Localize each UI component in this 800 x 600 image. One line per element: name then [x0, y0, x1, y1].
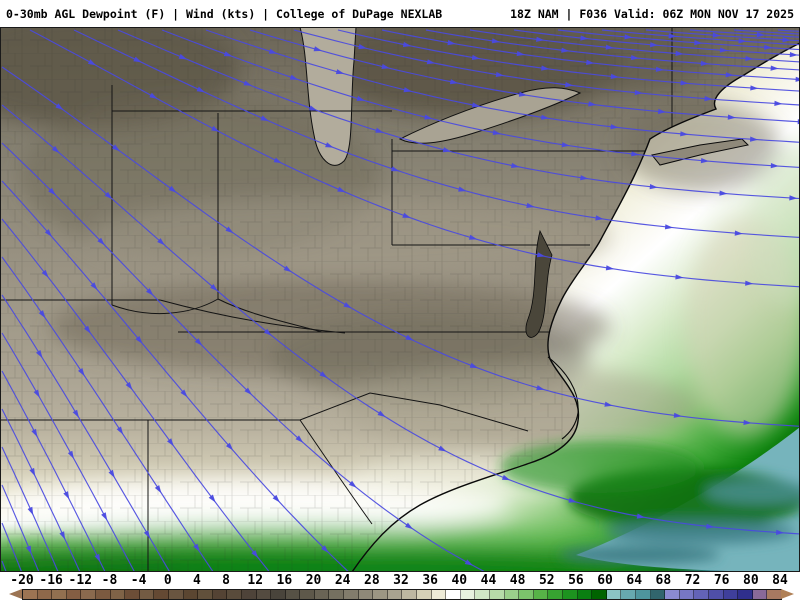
- colorbar-cell: [708, 590, 724, 599]
- map-canvas: [0, 27, 800, 572]
- tick-label: -12: [68, 573, 93, 588]
- tick-label: 60: [597, 573, 613, 588]
- model-run-info: 18Z NAM | F036 Valid: 06Z MON NOV 17 202…: [510, 6, 794, 21]
- colorbar-cell: [227, 590, 242, 599]
- colorbar-cell: [533, 590, 549, 599]
- colorbar-cell: [752, 590, 768, 599]
- tick-label: 32: [393, 573, 409, 588]
- tick-label: -4: [130, 573, 147, 588]
- tick-label: 8: [222, 573, 230, 588]
- tick-label: 36: [422, 573, 438, 588]
- dewpoint-map: [0, 27, 800, 572]
- tick-label: 48: [509, 573, 526, 588]
- colorbar-cell: [168, 590, 184, 599]
- tick-label: 24: [334, 573, 351, 588]
- colorbar-cell: [577, 590, 593, 599]
- tick-label: 0: [163, 573, 172, 588]
- colorbar-cell: [37, 590, 53, 599]
- colorbar-cell: [694, 590, 709, 599]
- header-bar: 0-30mb AGL Dewpoint (F) | Wind (kts) | C…: [0, 0, 800, 27]
- colorbar-cell: [81, 590, 96, 599]
- colorbar-cell: [665, 590, 680, 599]
- lake-erie: [398, 87, 582, 144]
- colorbar-cell: [110, 590, 126, 599]
- lakes: [299, 27, 582, 166]
- colorbar-cell: [329, 590, 345, 599]
- colorbar-cell: [256, 590, 272, 599]
- tick-label: 20: [305, 573, 322, 588]
- tick-label: 80: [743, 573, 759, 588]
- tick-label: 16: [276, 573, 293, 588]
- colorbar-cell: [358, 590, 374, 599]
- colorbar-cell: [417, 590, 432, 599]
- colorbar-cell: [738, 590, 753, 599]
- colorbar-cell: [300, 590, 315, 599]
- colorbar-cell: [431, 590, 447, 599]
- colorbar-cell: [460, 590, 476, 599]
- colorbar-cell: [504, 590, 520, 599]
- colorbar-cell: [23, 590, 38, 599]
- tick-label: 84: [772, 573, 788, 588]
- wind-streamlines: [1, 29, 800, 572]
- tick-label: 76: [713, 573, 730, 588]
- tick-label: -16: [39, 573, 63, 588]
- colorbar-cell: [548, 590, 563, 599]
- colorbar-cell: [387, 590, 403, 599]
- tick-label: -20: [10, 573, 34, 588]
- tick-label: 52: [538, 573, 555, 588]
- colorbar-cell: [139, 590, 155, 599]
- colorbar-tick-labels: -20 -16 -12 -8 -4 0 4 8 12 16 20 24 28 32 36 40 44 48 52 56…: [0, 572, 800, 589]
- tick-label: 4: [193, 573, 201, 588]
- colorbar-cell: [562, 590, 578, 599]
- lake-michigan: [299, 27, 357, 166]
- product-title: 0-30mb AGL Dewpoint (F) | Wind (kts) | C…: [6, 6, 443, 21]
- colorbar-cell: [519, 590, 534, 599]
- colorbar-cell: [183, 590, 199, 599]
- colorbar-cell: [679, 590, 695, 599]
- tick-label: 68: [655, 573, 672, 588]
- colorbar-cell: [606, 590, 622, 599]
- colorbar-cell: [446, 590, 461, 599]
- tick-label: 72: [684, 573, 701, 588]
- colorbar-cell: [344, 590, 359, 599]
- colorbar-cell: [212, 590, 228, 599]
- colorbar-cell: [95, 590, 111, 599]
- colorbar-cell: [314, 590, 330, 599]
- colorbar-cell: [52, 590, 67, 599]
- tick-label: 28: [364, 573, 380, 588]
- colorbar-cell: [621, 590, 636, 599]
- colorbar: [22, 589, 782, 600]
- colorbar-cell: [767, 590, 781, 599]
- colorbar-cell: [723, 590, 739, 599]
- colorbar-cell: [592, 590, 607, 599]
- colorbar-cell: [490, 590, 505, 599]
- colorbar-underflow-arrow: [9, 589, 22, 599]
- colorbar-cell: [285, 590, 301, 599]
- tick-label: 40: [451, 573, 468, 588]
- colorbar-cell: [475, 590, 490, 599]
- tick-label: 44: [480, 573, 497, 588]
- colorbar-cell: [402, 590, 418, 599]
- colorbar-cell: [125, 590, 140, 599]
- tick-label: 64: [626, 573, 643, 588]
- colorbar-cell: [241, 590, 257, 599]
- colorbar-overflow-arrow: [781, 589, 794, 599]
- tick-label: -8: [101, 573, 118, 588]
- colorbar-cell: [635, 590, 651, 599]
- colorbar-cell: [271, 590, 286, 599]
- colorbar-cell: [66, 590, 82, 599]
- colorbar-cell: [650, 590, 666, 599]
- chesapeake-bay: [525, 229, 553, 338]
- colorbar-cell: [154, 590, 169, 599]
- outer-banks: [547, 356, 579, 440]
- tick-label: 56: [568, 573, 584, 588]
- tick-label: 12: [247, 573, 264, 588]
- colorbar-cell: [373, 590, 388, 599]
- colorbar-cell: [198, 590, 213, 599]
